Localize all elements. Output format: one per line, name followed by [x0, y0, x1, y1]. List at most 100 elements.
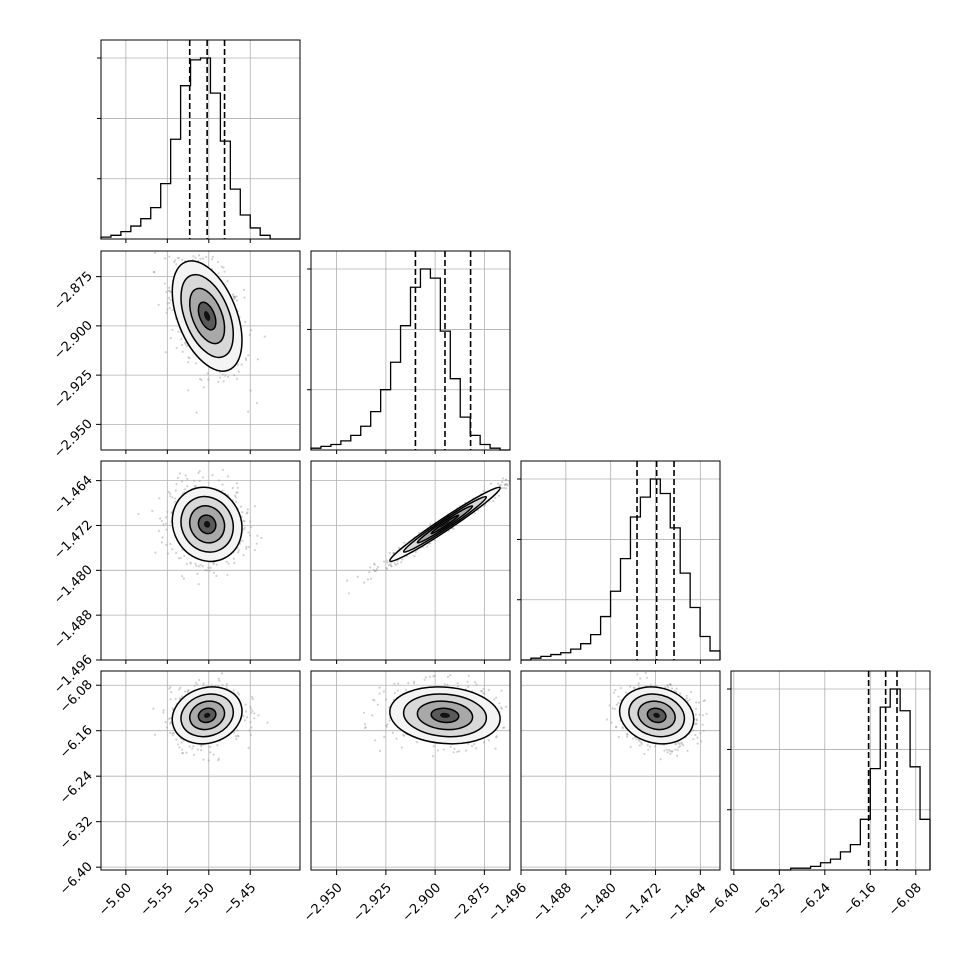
- scatter-point: [505, 705, 508, 708]
- scatter-point: [234, 494, 237, 497]
- scatter-point: [373, 699, 376, 702]
- y-tick-label: −2.875: [51, 269, 96, 314]
- density-contour: [171, 486, 243, 563]
- scatter-point: [233, 731, 236, 734]
- density-shade: [203, 521, 211, 528]
- scatter-point: [245, 545, 248, 549]
- scatter-point: [166, 510, 169, 513]
- scatter-point: [701, 723, 704, 726]
- scatter-point: [232, 689, 235, 692]
- scatter-point: [456, 750, 459, 753]
- histogram-panel-4: [727, 670, 931, 871]
- scatter-point: [610, 721, 613, 724]
- scatter-point: [211, 258, 214, 261]
- scatter-point: [378, 692, 381, 695]
- scatter-point: [199, 749, 203, 752]
- scatter-point: [189, 562, 192, 565]
- scatter-point: [169, 717, 172, 720]
- scatter-point: [674, 743, 677, 746]
- scatter-point: [247, 410, 250, 413]
- scatter-point: [413, 680, 416, 683]
- scatter-point: [697, 701, 701, 704]
- density-contour: [171, 260, 243, 372]
- scatter-point: [192, 745, 195, 748]
- scatter-point: [205, 569, 209, 572]
- scatter-point: [185, 563, 188, 566]
- scatter-point: [157, 529, 160, 533]
- scatter-point: [235, 482, 238, 485]
- scatter-point: [220, 672, 224, 675]
- scatter-point: [235, 491, 238, 494]
- scatter-point: [458, 750, 461, 753]
- scatter-point: [251, 696, 254, 699]
- scatter-point: [169, 336, 172, 340]
- scatter-point: [676, 754, 679, 758]
- scatter-point: [225, 560, 228, 563]
- scatter-point: [414, 550, 417, 554]
- scatter-point: [174, 497, 177, 500]
- scatter-point: [498, 485, 501, 488]
- scatter-point: [686, 749, 689, 752]
- scatter-point: [186, 689, 190, 693]
- scatter-point: [670, 687, 674, 690]
- scatter-point: [495, 696, 498, 699]
- scatter-point: [498, 494, 501, 497]
- density-contour: [188, 287, 226, 345]
- scatter-point: [181, 751, 184, 755]
- scatter-point: [667, 686, 670, 689]
- scatter-point: [165, 291, 168, 294]
- scatter-point: [385, 567, 388, 571]
- scatter-point: [613, 707, 616, 711]
- scatter-point: [249, 721, 252, 724]
- scatter-point: [473, 743, 476, 746]
- scatter-point: [253, 717, 256, 720]
- scatter-point: [611, 707, 614, 710]
- scatter-point: [386, 723, 389, 726]
- scatter-point: [162, 711, 165, 714]
- scatter-point: [383, 560, 386, 563]
- scatter-point: [670, 750, 674, 753]
- scatter-point: [433, 539, 436, 542]
- scatter-point: [639, 741, 642, 744]
- scatter-point: [196, 748, 199, 751]
- scatter-point: [166, 302, 169, 305]
- scatter-point: [169, 298, 172, 302]
- scatter-point: [192, 255, 195, 258]
- scatter-point: [467, 685, 470, 689]
- scatter-point: [166, 552, 170, 555]
- scatter-point: [198, 470, 201, 473]
- scatter-point: [255, 401, 258, 405]
- scatter-point: [162, 709, 165, 712]
- scatter-point: [613, 691, 616, 694]
- scatter-point: [686, 700, 689, 703]
- scatter-point: [373, 569, 376, 573]
- scatter-point: [243, 288, 246, 291]
- density-shade: [440, 712, 450, 718]
- scatter-point: [505, 478, 508, 482]
- scatter-panel-4-1: [100, 670, 301, 871]
- density-contour: [188, 700, 226, 731]
- scatter-point: [263, 335, 266, 338]
- scatter-point: [629, 685, 632, 688]
- scatter-point: [621, 727, 624, 730]
- scatter-point: [173, 261, 176, 264]
- panel-frame: [310, 460, 511, 661]
- scatter-point: [694, 713, 698, 716]
- scatter-point: [154, 551, 157, 554]
- scatter-point: [637, 684, 640, 687]
- scatter-point: [238, 693, 241, 696]
- histogram-panel-2: [307, 250, 511, 451]
- scatter-point: [245, 710, 248, 713]
- scatter-point: [178, 472, 182, 475]
- scatter-point: [675, 742, 678, 745]
- scatter-point: [482, 687, 485, 691]
- scatter-point: [347, 592, 350, 595]
- scatter-point: [233, 295, 236, 298]
- scatter-point: [694, 733, 697, 737]
- scatter-point: [456, 682, 459, 685]
- scatter-point: [169, 722, 172, 725]
- x-tick-label: −6.40: [704, 880, 743, 919]
- scatter-point: [368, 571, 371, 574]
- scatter-point: [396, 559, 399, 563]
- density-contour: [389, 686, 501, 745]
